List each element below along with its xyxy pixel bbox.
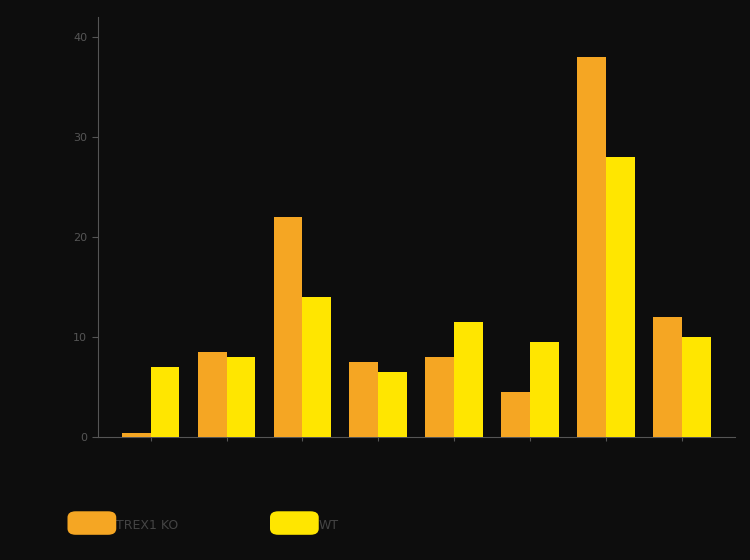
Text: WT: WT [319,519,339,532]
Bar [122,433,151,437]
Bar [653,317,682,437]
Text: TREX1 KO: TREX1 KO [116,519,178,532]
Bar [151,367,179,437]
Bar [425,357,454,437]
Bar [682,337,711,437]
Bar [530,342,559,437]
Bar [350,362,378,437]
Bar [302,297,332,437]
Bar [578,57,606,437]
Bar [606,157,634,437]
Bar [454,322,483,437]
Bar [198,352,226,437]
Bar [226,357,255,437]
Bar [274,217,302,437]
Bar [501,392,530,437]
Bar [378,372,407,437]
